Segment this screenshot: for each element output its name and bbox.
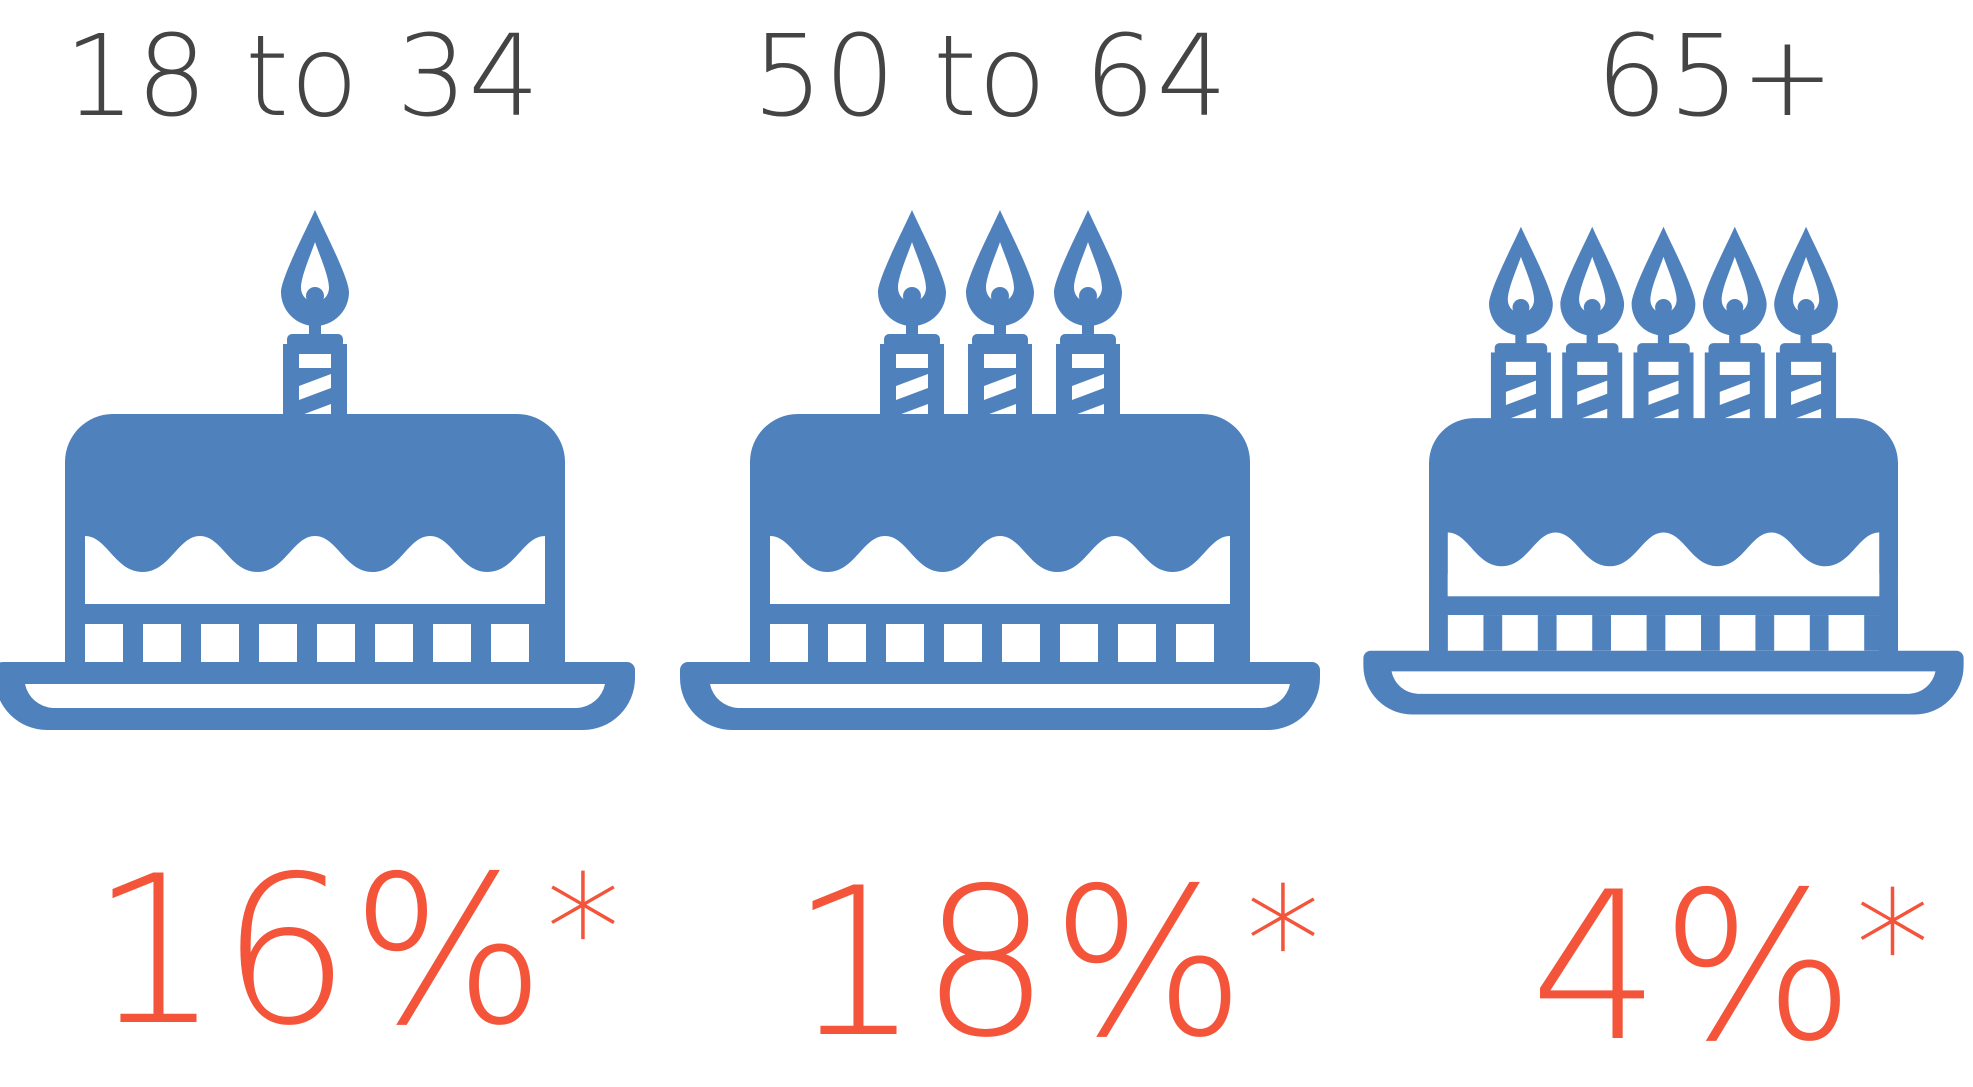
percent-value: 4%: [1530, 849, 1856, 1087]
percent-65-plus: 4%*: [1530, 866, 1930, 1071]
footnote-mark: *: [1245, 856, 1321, 1030]
percent-50-64: 18%*: [790, 862, 1321, 1067]
birthday-cake-icon: [1363, 226, 1964, 715]
percent-value: 16%: [90, 833, 546, 1071]
candle: [966, 210, 1034, 422]
candle: [281, 210, 349, 422]
percent-18-34: 16%*: [90, 850, 621, 1055]
percent-value: 18%: [790, 845, 1246, 1083]
candle: [1631, 226, 1696, 426]
birthday-cake-icon: [0, 210, 635, 730]
candle: [1489, 226, 1553, 426]
birthday-cake-icon: [680, 210, 1320, 730]
age-label-65-plus: 65+: [1596, 12, 1836, 142]
footnote-mark: *: [545, 844, 621, 1018]
age-label-50-64: 50 to 64: [752, 12, 1229, 142]
age-label-18-34: 18 to 34: [64, 12, 541, 142]
candle: [1774, 226, 1838, 426]
footnote-mark: *: [1855, 860, 1931, 1034]
candle: [1560, 226, 1625, 426]
candle: [1054, 210, 1122, 422]
candle: [878, 210, 946, 422]
candle: [1702, 226, 1767, 426]
